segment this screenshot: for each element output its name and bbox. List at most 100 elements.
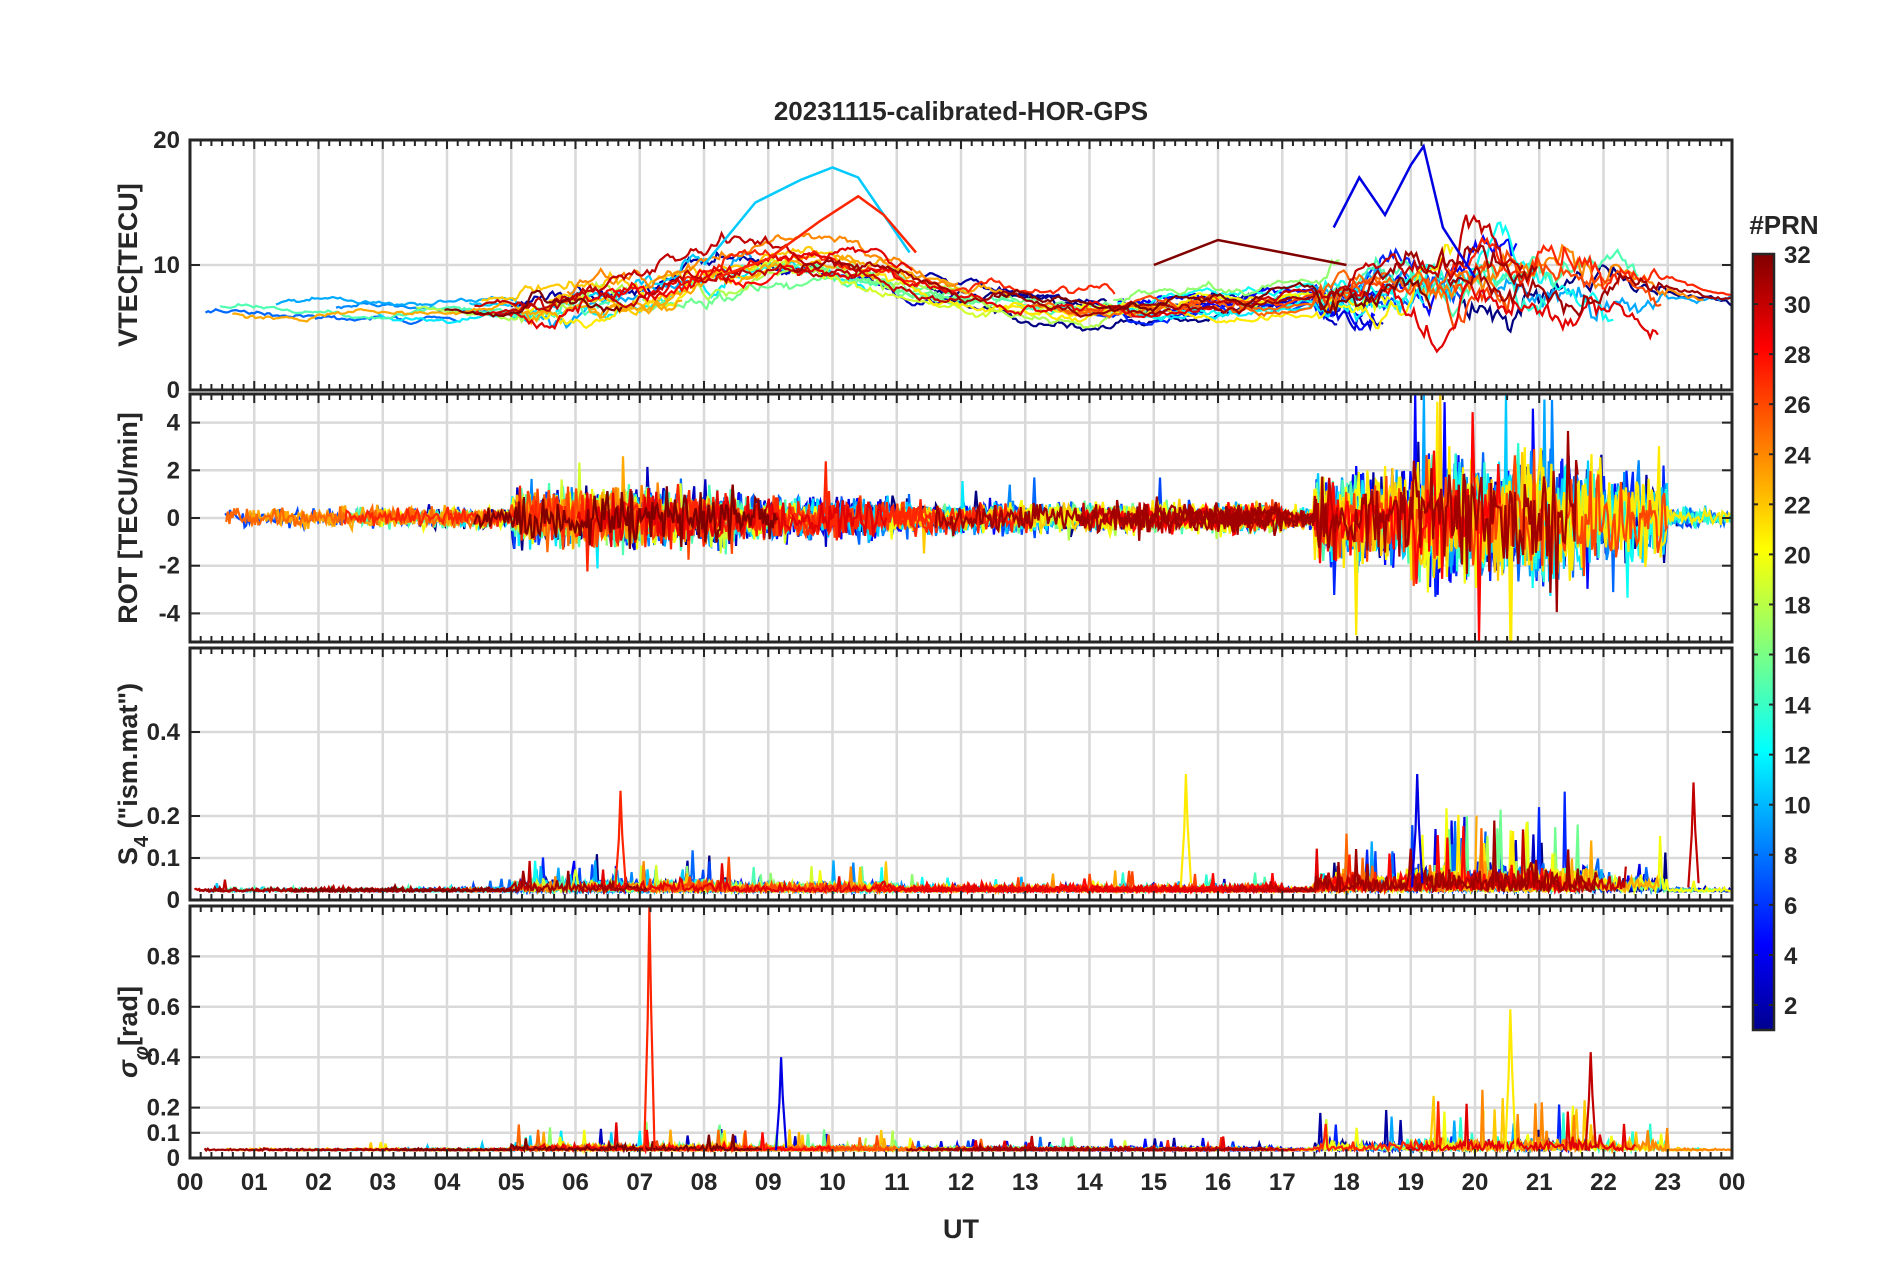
y-tick-label: 0.1	[147, 845, 180, 872]
series-prn-27	[1447, 236, 1732, 296]
series-prn-31	[1107, 244, 1538, 315]
x-ticks-sigma_phi	[189, 906, 1733, 1158]
y-tick-label: 0	[167, 1145, 180, 1172]
series-prn-31	[1276, 820, 1599, 895]
x-tick-label: 08	[691, 1169, 718, 1196]
series-highlight	[1332, 143, 1477, 279]
peak-mark	[1410, 773, 1424, 888]
series-prn-17	[1113, 258, 1340, 303]
y-tick-label: 0.4	[147, 1044, 181, 1071]
series-prn-29	[471, 245, 913, 331]
colorbar-tick-label: 18	[1784, 592, 1811, 619]
series-prn-32	[444, 289, 623, 318]
colorbar-tick-label: 14	[1784, 693, 1811, 720]
colorbar-tick-label: 24	[1784, 442, 1811, 469]
y-tick-label: 0.2	[147, 803, 180, 830]
y-label-sub: φ	[131, 1046, 153, 1060]
series-prn-16	[641, 275, 970, 312]
x-axis-label: UT	[943, 1214, 979, 1244]
peak-mark	[614, 790, 627, 888]
x-tick-label: 03	[369, 1169, 396, 1196]
colorbar-tick-label: 2	[1784, 993, 1797, 1020]
y-tick-label: 10	[153, 252, 180, 279]
colorbar-tick-label: 4	[1784, 943, 1798, 970]
series-prn-15	[219, 296, 622, 322]
series-prn-8	[204, 308, 458, 326]
peak-mark	[1179, 773, 1193, 888]
peak-mark	[643, 906, 656, 1151]
grid-sigma_phi	[190, 906, 1732, 1160]
traces-sigma_phi	[203, 906, 1732, 1155]
y-tick-label: 4	[167, 410, 181, 437]
series-highlight	[1153, 238, 1347, 267]
peak-mark	[1584, 1052, 1597, 1151]
series-prn-32	[473, 484, 779, 549]
y-tick-label: 20	[153, 127, 180, 154]
colorbar-tick-label: 26	[1784, 392, 1811, 419]
traces-vtec	[204, 143, 1732, 354]
series-prn-31	[934, 499, 1294, 537]
series-prn-30	[497, 230, 959, 314]
y-tick-label: 0	[167, 505, 180, 532]
x-tick-label: 20	[1462, 1169, 1489, 1196]
y-tick-label: 0.8	[147, 943, 180, 970]
y-label-rest: ("ism.mat")	[113, 683, 143, 836]
x-tick-label: 21	[1526, 1169, 1553, 1196]
series-prn-31	[924, 1141, 1185, 1153]
y-tick-label: 2	[167, 457, 180, 484]
colorbar-gradient	[1751, 252, 1776, 1032]
y-tick-label: 0.1	[147, 1120, 180, 1147]
series-prn-32	[993, 276, 1432, 316]
colorbar-tick-label: 22	[1784, 492, 1811, 519]
x-tick-label: 15	[1140, 1169, 1167, 1196]
series-prn-32	[292, 882, 518, 894]
y-tick-label: -2	[159, 553, 180, 580]
x-tick-label: 00	[177, 1169, 204, 1196]
x-ticks-vtec	[189, 140, 1733, 390]
colorbar-tick-label: 16	[1784, 643, 1811, 670]
chart-title: 20231115-calibrated-HOR-GPS	[774, 96, 1148, 126]
y-tick-label: -4	[159, 600, 181, 627]
y-tick-label: 0.2	[147, 1095, 180, 1122]
series-prn-21	[994, 244, 1454, 330]
series-prn-31	[1446, 265, 1732, 318]
series-prn-32	[398, 1134, 763, 1154]
panel-sigma_phi: 00.10.2 0.4 0.6 0.8 σφ[rad] 00 01 02 03 04 05 06 07 0…	[113, 904, 1746, 1196]
peak-mark	[1504, 1009, 1517, 1151]
y-axis-label-vtec: VTEC[TECU]	[113, 183, 143, 347]
series-prn-29	[1405, 1103, 1636, 1154]
y-tick-label: 0	[167, 377, 180, 404]
y-axis-label-rot: ROT [TECU/min]	[113, 412, 143, 623]
y-label-main: S	[113, 847, 143, 865]
traces-rot	[224, 394, 1732, 642]
x-tick-label: 00	[1719, 1169, 1746, 1196]
x-tick-label: 11	[884, 1169, 909, 1196]
x-tick-label: 05	[498, 1169, 525, 1196]
x-tick-label: 04	[434, 1169, 461, 1196]
y-axis-label-s4: S4 ("ism.mat")	[113, 683, 153, 865]
x-tick-label: 13	[1012, 1169, 1039, 1196]
peak-mark	[1687, 782, 1700, 888]
colorbar-tick-label: 8	[1784, 843, 1797, 870]
series-prn-29	[1081, 848, 1323, 895]
series-prn-31	[792, 259, 1171, 318]
colorbar-tick-label: 12	[1784, 743, 1811, 770]
series-prn-26	[1085, 275, 1512, 332]
colorbar-tick-label: 32	[1784, 242, 1811, 269]
panel-vtec: 0 10 20 VTEC[TECU]	[113, 127, 1734, 404]
x-tick-label: 22	[1590, 1169, 1617, 1196]
x-tick-label: 14	[1076, 1169, 1103, 1196]
series-prn-31	[198, 870, 648, 895]
panel-s4: 00.10.20.4S4 ("ism.mat")	[113, 646, 1734, 914]
series-prn-2	[908, 272, 1265, 315]
series-highlight	[716, 194, 917, 279]
x-tick-label: 16	[1205, 1169, 1232, 1196]
x-tick-label: 18	[1333, 1169, 1360, 1196]
x-tick-label: 01	[241, 1169, 268, 1196]
series-prn-27	[682, 248, 1116, 295]
x-tick-label: 02	[305, 1169, 332, 1196]
